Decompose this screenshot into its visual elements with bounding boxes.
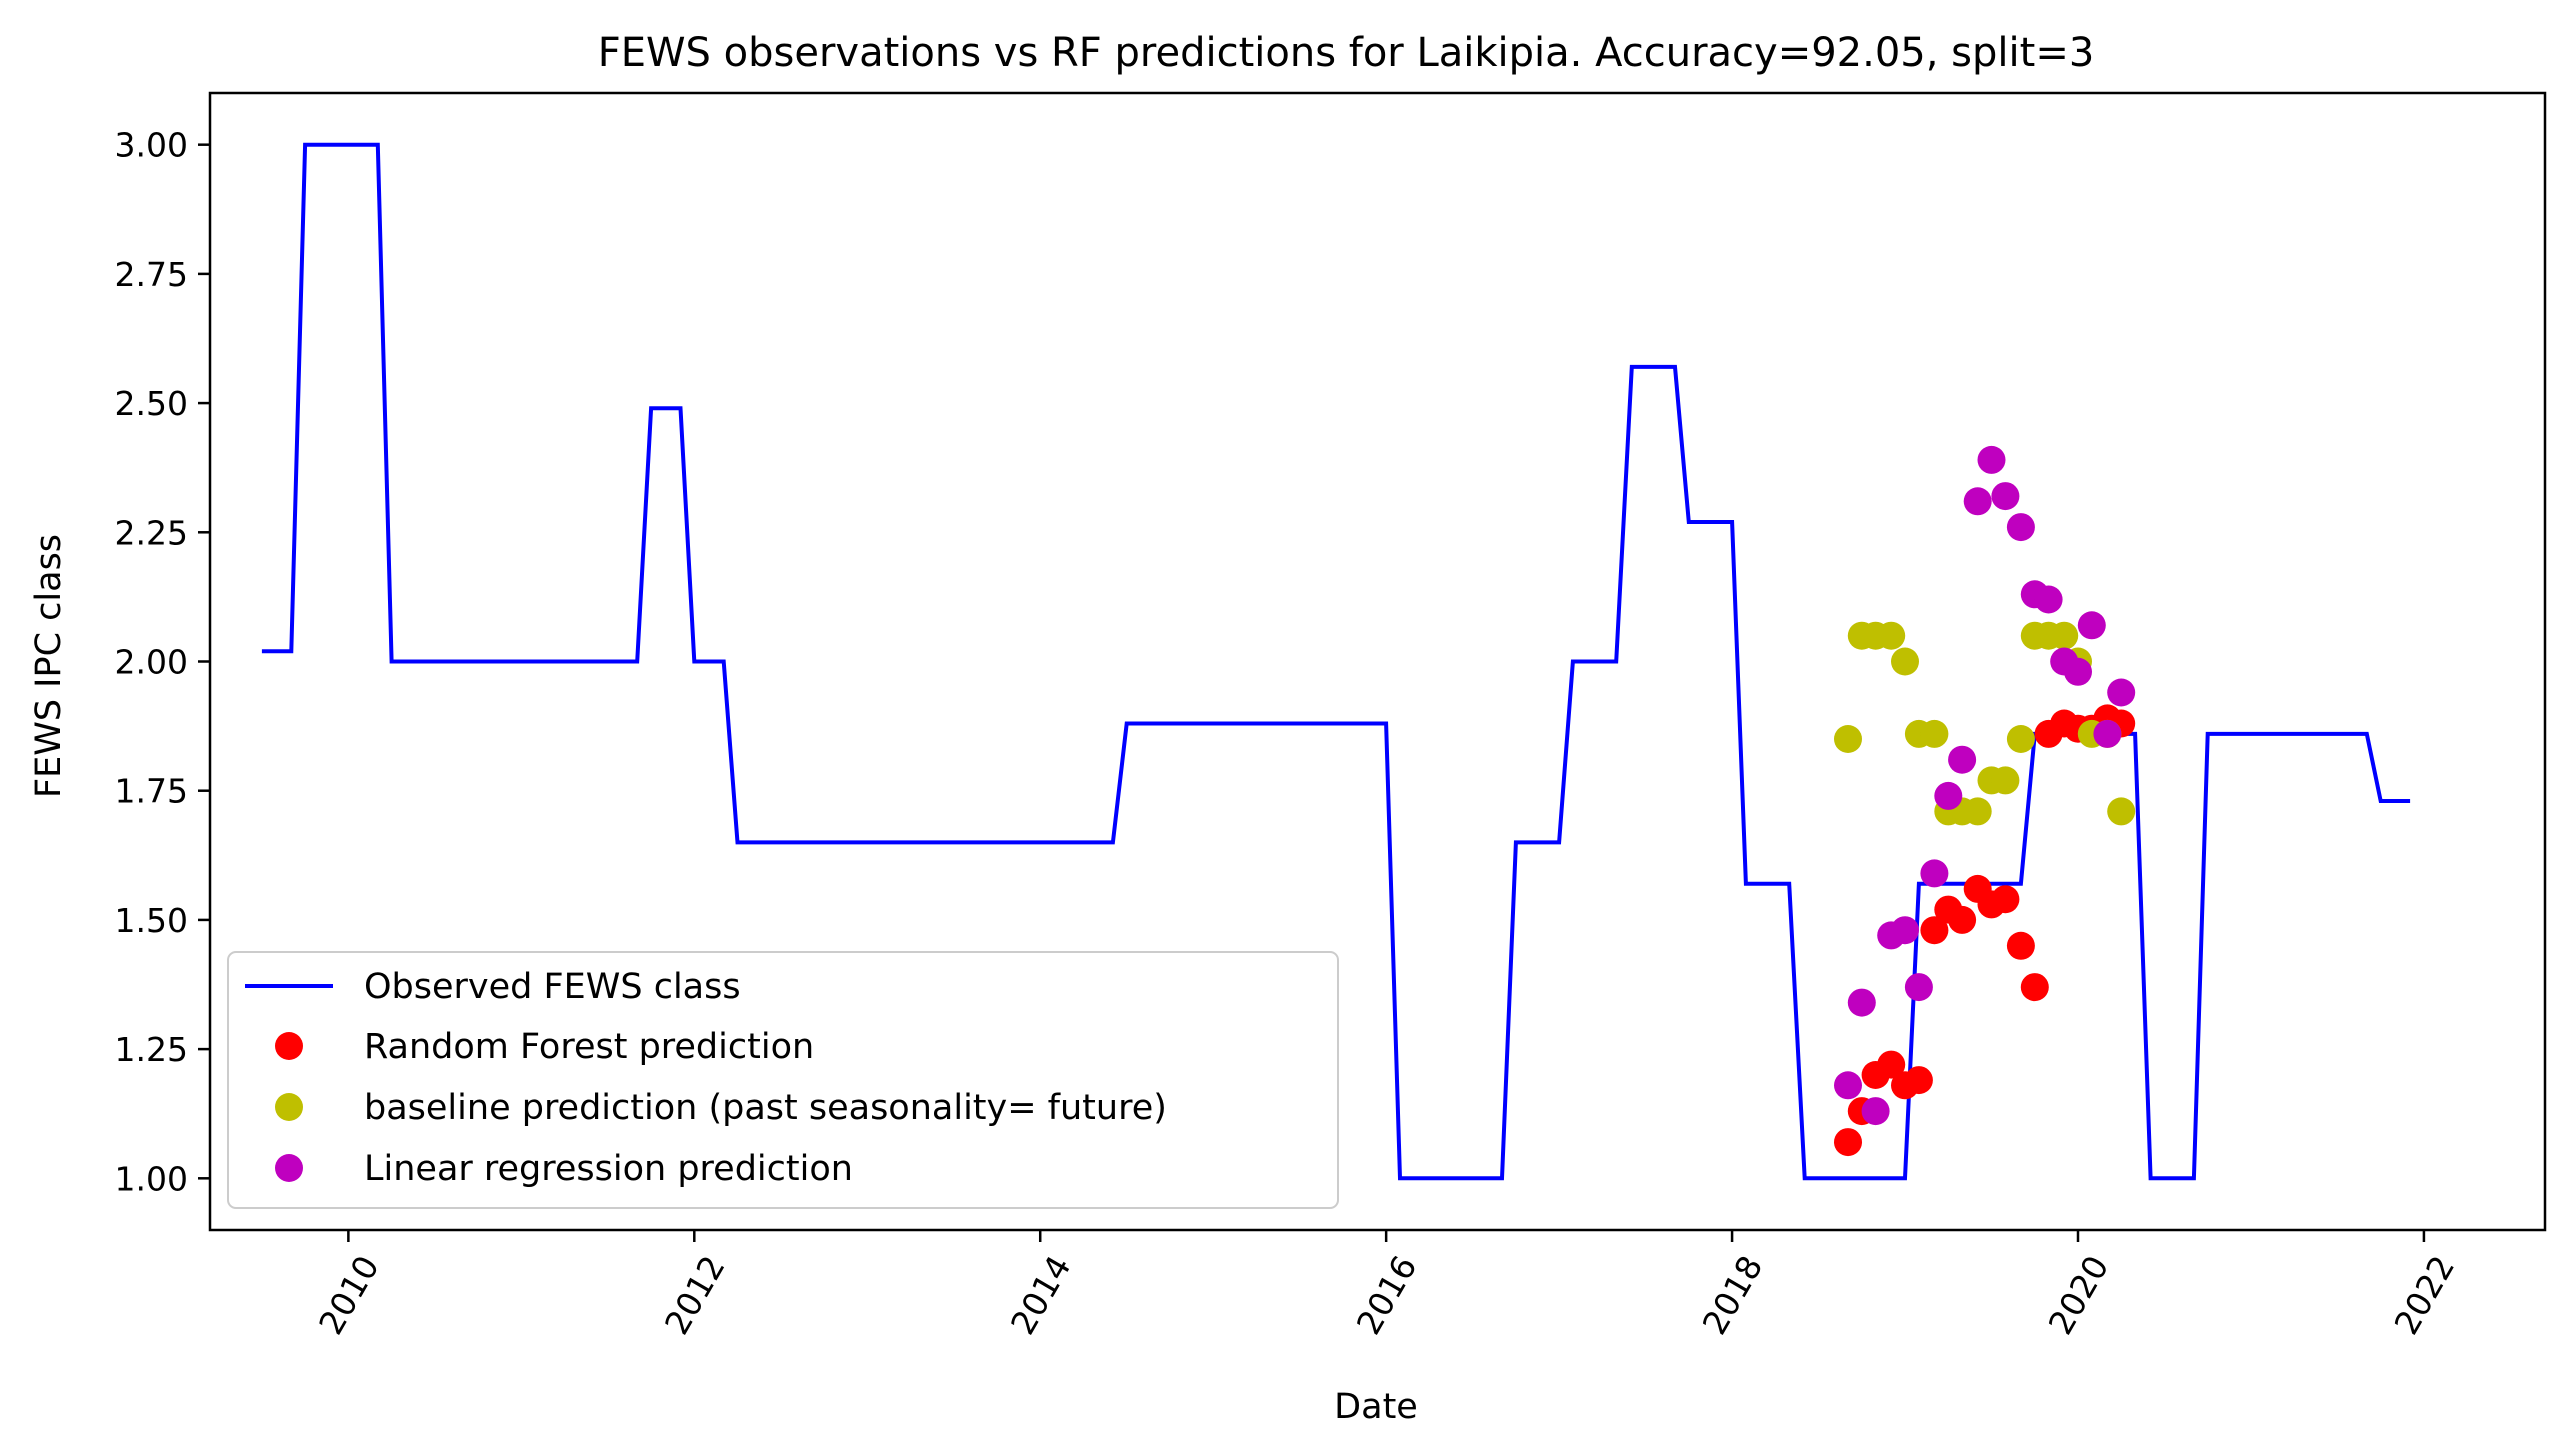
- marker-linear-regression-prediction: [2107, 678, 2136, 707]
- y-tick-label: 2.50: [115, 384, 188, 423]
- marker-linear-regression-prediction: [1920, 859, 1949, 888]
- plot-area: [261, 142, 2411, 1181]
- marker-linear-regression-prediction: [2006, 513, 2035, 542]
- marker-linear-regression-prediction: [1977, 445, 2006, 474]
- marker-baseline-prediction-past-seasonality-future: [1891, 647, 1919, 676]
- marker-linear-regression-prediction: [2034, 585, 2063, 614]
- marker-linear-regression-prediction: [1834, 1071, 1862, 1100]
- marker-baseline-prediction-past-seasonality-future: [2107, 797, 2136, 826]
- x-axis-label: Date: [1334, 1387, 1418, 1427]
- marker-random-forest-prediction: [1948, 905, 1977, 934]
- marker-baseline-prediction-past-seasonality-future: [1877, 621, 1906, 650]
- y-axis-label: FEWS IPC class: [29, 534, 69, 798]
- marker-random-forest-prediction: [2020, 973, 2049, 1002]
- y-tick-label: 2.00: [115, 643, 188, 682]
- marker-baseline-prediction-past-seasonality-future: [1963, 797, 1992, 826]
- marker-linear-regression-prediction: [2077, 611, 2106, 640]
- marker-baseline-prediction-past-seasonality-future: [1920, 719, 1949, 748]
- marker-linear-regression-prediction: [1847, 988, 1876, 1017]
- marker-baseline-prediction-past-seasonality-future: [1991, 766, 2020, 795]
- y-tick-label: 2.75: [115, 255, 188, 294]
- marker-baseline-prediction-past-seasonality-future: [2006, 725, 2035, 753]
- marker-random-forest-prediction: [1904, 1066, 1933, 1095]
- legend-label-linear-regression: Linear regression prediction: [364, 1149, 853, 1189]
- legend: Observed FEWS class Random Forest predic…: [227, 951, 1339, 1209]
- marker-linear-regression-prediction: [1948, 745, 1977, 774]
- marker-random-forest-prediction: [1834, 1128, 1862, 1157]
- marker-linear-regression-prediction: [2093, 719, 2122, 748]
- legend-swatch-random-forest: [275, 1032, 303, 1060]
- y-tick-label: 2.25: [115, 513, 188, 552]
- marker-linear-regression-prediction: [1904, 973, 1933, 1002]
- marker-linear-regression-prediction: [1891, 916, 1919, 945]
- marker-random-forest-prediction: [1877, 1050, 1906, 1079]
- y-axis: 1.00 1.25 1.50 1.75 2.00 2.25 2.50 2.75 3.00: [115, 126, 210, 1198]
- marker-random-forest-prediction: [1991, 885, 2020, 914]
- legend-box: [227, 951, 1339, 1209]
- legend-label-random-forest: Random Forest prediction: [364, 1027, 814, 1067]
- marker-baseline-prediction-past-seasonality-future: [1834, 725, 1862, 753]
- legend-swatch-linear-regression: [275, 1154, 303, 1182]
- legend-label-baseline: baseline prediction (past seasonality= f…: [364, 1088, 1167, 1128]
- y-tick-label: 1.25: [115, 1030, 188, 1069]
- marker-baseline-prediction-past-seasonality-future: [2050, 621, 2079, 650]
- y-tick-label: 1.75: [115, 772, 188, 811]
- y-tick-label: 1.00: [115, 1159, 188, 1198]
- y-tick-label: 1.50: [115, 901, 188, 940]
- marker-random-forest-prediction: [1920, 916, 1949, 945]
- marker-linear-regression-prediction: [2064, 657, 2092, 686]
- marker-linear-regression-prediction: [1934, 781, 1963, 810]
- legend-label-observed: Observed FEWS class: [364, 967, 741, 1007]
- marker-linear-regression-prediction: [1991, 482, 2020, 511]
- y-tick-label: 3.00: [115, 126, 188, 165]
- marker-linear-regression-prediction: [1861, 1097, 1890, 1126]
- marker-linear-regression-prediction: [1963, 487, 1992, 516]
- legend-swatch-baseline: [275, 1093, 303, 1121]
- marker-random-forest-prediction: [2006, 931, 2035, 960]
- chart-title: FEWS observations vs RF predictions for …: [598, 30, 2095, 76]
